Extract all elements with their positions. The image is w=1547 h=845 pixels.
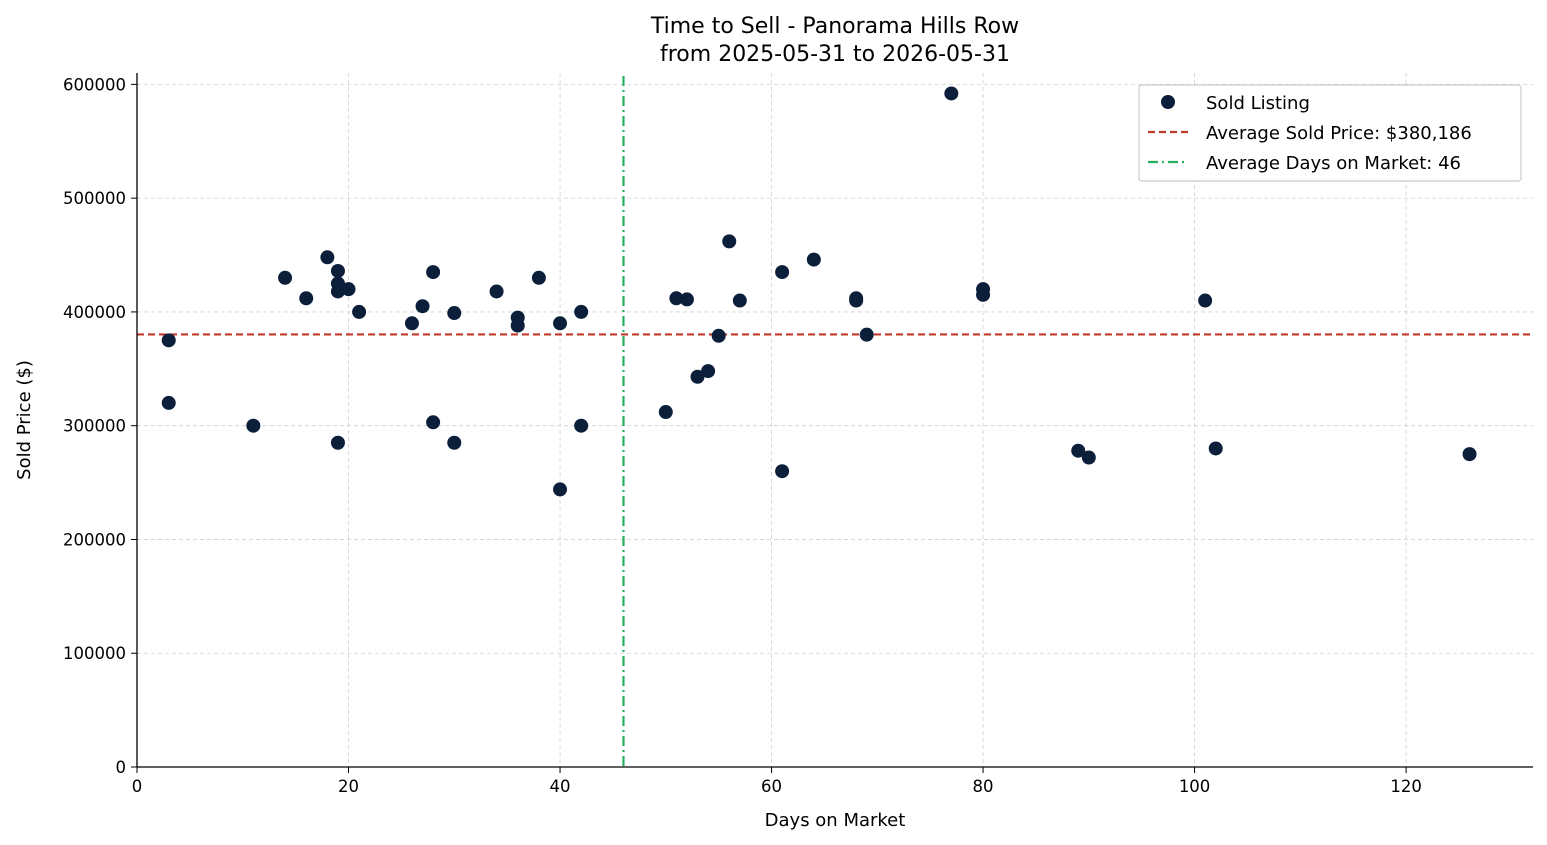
data-point	[976, 287, 991, 302]
data-point	[1462, 447, 1477, 462]
data-point	[161, 395, 176, 410]
data-point	[161, 333, 176, 348]
y-tick-label: 300000	[63, 417, 126, 436]
data-point	[404, 316, 419, 331]
x-tick-label: 80	[973, 777, 994, 796]
data-point	[415, 299, 430, 314]
data-point	[330, 435, 345, 450]
data-point	[1081, 450, 1096, 465]
data-points	[161, 86, 1477, 497]
data-point	[426, 415, 441, 430]
data-point	[732, 293, 747, 308]
data-point	[775, 265, 790, 280]
data-point	[299, 291, 314, 306]
y-axis-ticks: 0 100000 200000 300000 400000 500000 600000	[63, 75, 137, 777]
axes	[136, 73, 1533, 768]
data-point	[679, 292, 694, 307]
legend-box	[1138, 84, 1522, 182]
data-point	[341, 282, 356, 297]
y-axis-label: Sold Price ($)	[14, 360, 35, 480]
data-point	[510, 318, 525, 333]
data-point	[690, 369, 705, 384]
data-point	[669, 291, 684, 306]
data-point	[944, 86, 959, 101]
data-point	[849, 293, 864, 308]
data-point	[1208, 441, 1223, 456]
y-tick-label: 600000	[63, 75, 126, 94]
legend: Sold Listing Average Sold Price: $380,18…	[1138, 84, 1522, 182]
data-point	[489, 284, 504, 299]
data-point	[278, 270, 293, 285]
x-tick-label: 20	[338, 777, 359, 796]
data-point	[806, 252, 821, 267]
data-point	[1071, 443, 1086, 458]
y-tick-label: 0	[116, 758, 127, 777]
legend-label-avg-price: Average Sold Price: $380,186	[1206, 123, 1472, 144]
y-tick-label: 200000	[63, 530, 126, 549]
x-axis-ticks: 0 20 40 60 80 100 120	[132, 767, 1422, 796]
data-point	[352, 304, 367, 319]
data-point	[658, 405, 673, 420]
grid	[137, 73, 1533, 767]
data-point	[859, 327, 874, 342]
y-tick-label: 100000	[63, 644, 126, 663]
legend-label-avg-days: Average Days on Market: 46	[1206, 153, 1461, 174]
chart-title: Time to Sell - Panorama Hills Row	[650, 14, 1019, 39]
x-tick-label: 120	[1390, 777, 1422, 796]
data-point	[775, 464, 790, 479]
legend-label-points: Sold Listing	[1206, 93, 1310, 114]
y-tick-label: 500000	[63, 189, 126, 208]
data-point	[711, 328, 726, 343]
x-axis-label: Days on Market	[765, 810, 906, 831]
x-tick-label: 100	[1179, 777, 1211, 796]
data-point	[574, 304, 589, 319]
data-point	[574, 418, 589, 433]
data-point	[701, 364, 716, 379]
data-point	[330, 284, 345, 299]
data-point	[426, 265, 441, 280]
y-tick-label: 400000	[63, 303, 126, 322]
reference-lines	[137, 76, 1533, 767]
x-tick-label: 40	[550, 777, 571, 796]
chart-subtitle: from 2025-05-31 to 2026-05-31	[660, 42, 1010, 67]
data-point	[531, 270, 546, 285]
data-point	[447, 306, 462, 321]
data-point	[246, 418, 261, 433]
legend-point-marker	[1161, 95, 1175, 109]
data-point	[320, 250, 335, 265]
data-point	[447, 435, 462, 450]
data-point	[330, 263, 345, 278]
x-tick-label: 0	[132, 777, 143, 796]
x-tick-label: 60	[761, 777, 782, 796]
data-point	[553, 316, 568, 331]
data-point	[722, 234, 737, 249]
data-point	[1198, 293, 1213, 308]
data-point	[553, 482, 568, 497]
